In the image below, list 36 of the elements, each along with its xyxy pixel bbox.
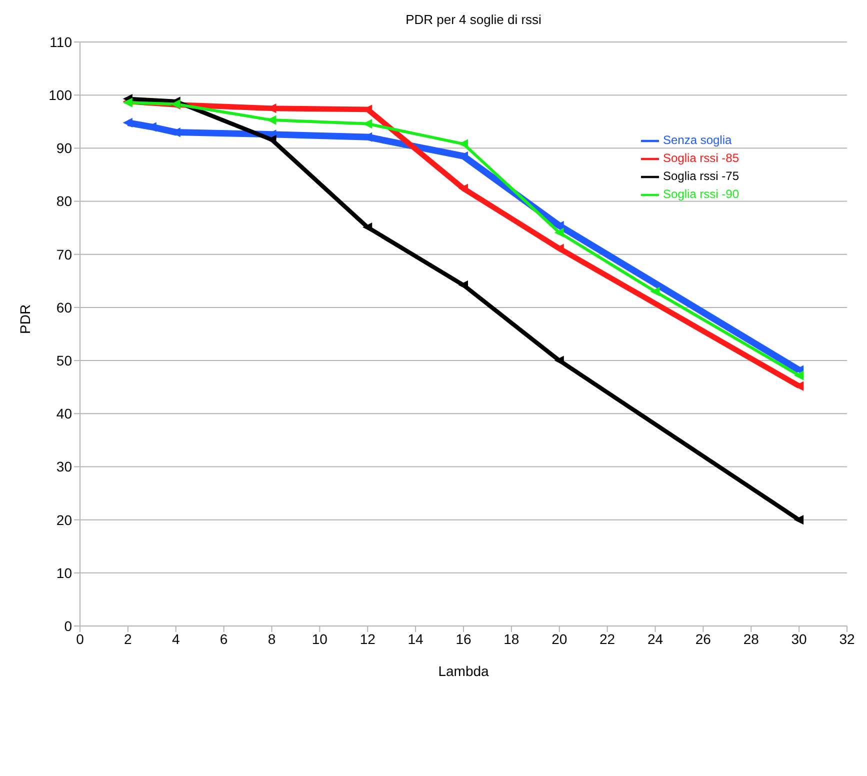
y-tick-label: 40 xyxy=(56,406,72,422)
legend-label: Soglia rssi -85 xyxy=(662,151,739,166)
x-tick-label: 12 xyxy=(360,630,376,647)
x-tick-label: 14 xyxy=(408,630,424,647)
x-tick-label: 16 xyxy=(456,630,472,647)
y-tick-label: 0 xyxy=(64,618,72,634)
y-tick-label: 10 xyxy=(56,564,72,581)
x-tick-label: 28 xyxy=(743,630,760,647)
y-tick-label: 70 xyxy=(56,246,72,262)
legend-label: Senza soglia xyxy=(662,133,732,148)
x-axis-title: Lambda xyxy=(438,663,490,679)
x-tick-label: 10 xyxy=(312,630,328,647)
x-tick-label: 18 xyxy=(504,630,520,647)
legend-label: Soglia rssi -75 xyxy=(662,169,739,184)
y-tick-label: 20 xyxy=(56,512,72,528)
y-tick-label: 90 xyxy=(56,140,72,156)
x-tick-label: 22 xyxy=(600,630,616,647)
x-tick-label: 4 xyxy=(172,630,180,647)
x-tick-label: 30 xyxy=(791,630,808,647)
x-tick-label: 2 xyxy=(124,630,132,647)
x-tick-label: 32 xyxy=(839,630,855,647)
y-tick-label: 60 xyxy=(56,299,72,316)
x-tick-label: 8 xyxy=(268,630,276,647)
y-tick-label: 100 xyxy=(48,87,72,104)
x-tick-label: 24 xyxy=(647,630,664,647)
legend-label: Soglia rssi -90 xyxy=(662,187,739,202)
y-tick-label: 30 xyxy=(56,458,72,475)
chart-title: PDR per 4 soglie di rssi xyxy=(404,11,542,29)
x-tick-label: 6 xyxy=(220,630,228,647)
y-tick-label: 110 xyxy=(50,34,72,50)
y-tick-label: 80 xyxy=(56,193,72,210)
x-tick-label: 0 xyxy=(76,630,84,647)
x-tick-label: 26 xyxy=(695,630,712,647)
y-tick-label: 50 xyxy=(56,352,72,369)
x-tick-label: 20 xyxy=(552,630,568,647)
y-axis-title: PDR xyxy=(16,304,33,334)
